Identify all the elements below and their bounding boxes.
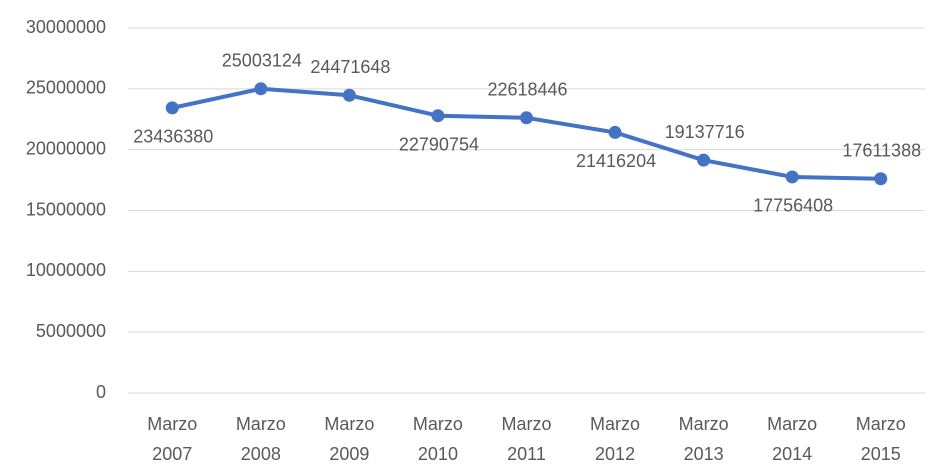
data-label: 22618446 [487, 80, 567, 100]
marker [520, 111, 533, 125]
y-tick-label: 25000000 [26, 78, 106, 98]
x-tick-label: Marzo 2015 [856, 414, 906, 464]
y-tick-label: 15000000 [26, 199, 106, 219]
marker [785, 170, 799, 184]
data-label: 17611388 [842, 140, 921, 160]
marker [431, 109, 445, 123]
data-label: 22790754 [399, 134, 479, 154]
x-tick-label: Marzo 2008 [236, 414, 286, 464]
marker [254, 82, 268, 96]
data-label: 17756408 [753, 196, 833, 216]
marker [165, 101, 179, 115]
y-tick-label: 10000000 [26, 260, 106, 280]
data-label: 25003124 [222, 51, 302, 71]
marker [874, 172, 888, 186]
x-tick-label: Marzo 2013 [679, 414, 729, 464]
data-label: 23436380 [133, 127, 213, 147]
data-label: 24471648 [310, 57, 390, 77]
x-tick-label: Marzo 2009 [324, 414, 374, 464]
x-tick-label: Marzo 2014 [767, 414, 817, 464]
x-tick-label: Marzo 2011 [501, 414, 551, 464]
y-tick-label: 5000000 [36, 321, 106, 341]
x-tick-label: Marzo 2007 [147, 414, 197, 464]
line [171, 86, 881, 181]
data-label: 19137716 [665, 122, 745, 142]
y-tick-label: 30000000 [26, 17, 106, 37]
y-tick-label: 0 [96, 382, 106, 402]
x-tick-label: Marzo 2012 [590, 414, 640, 464]
data-label: 21416204 [576, 151, 656, 171]
marker [608, 125, 622, 139]
marker [697, 153, 711, 167]
x-tick-label: Marzo 2010 [413, 414, 463, 464]
marker [342, 88, 356, 102]
y-tick-label: 20000000 [26, 138, 106, 158]
